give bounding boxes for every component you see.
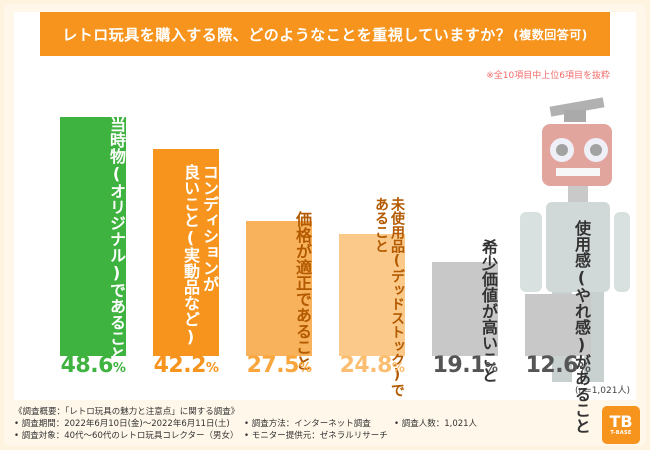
chart-title: レトロ玩具を購入する際、どのようなことを重視していますか？ (複数回答可) <box>40 12 610 56</box>
data-label-unit: % <box>391 361 405 376</box>
footer-method: • 調査方法：インターネット調査 <box>244 419 371 429</box>
footer-count: • 調査人数：1,021人 <box>394 419 478 429</box>
survey-footer: 《調査概要：「レトロ玩具の魅力と注意点」に関する調査》 • 調査期間：2022年… <box>14 406 594 442</box>
footer-target: • 調査対象：40代〜60代のレトロ玩具コレクター（男女） <box>14 431 239 441</box>
brand-logo: TB T-BASE <box>602 406 640 444</box>
bar-label: 希少価値が高いこと <box>479 239 498 383</box>
bar: 当時物(オリジナル)であること <box>60 115 126 362</box>
bar-label: 使用感(やれ感)があること <box>572 220 591 434</box>
bar: コンディションが 良いこと(実動品など) <box>153 149 219 356</box>
bar-label: 価格が適正であること <box>293 210 312 371</box>
data-label-number: 42.2 <box>153 353 207 378</box>
chart-note: ※全10項目中上位6項目を抜粋 <box>486 71 610 81</box>
data-label: 24.8% <box>327 353 417 378</box>
data-label: 27.5% <box>234 353 324 378</box>
data-label-unit: % <box>577 361 591 376</box>
chart-title-text: レトロ玩具を購入する際、どのようなことを重視していますか？ <box>62 25 512 44</box>
data-label-unit: % <box>484 361 498 376</box>
logo-word: T-BASE <box>610 430 632 436</box>
data-label-unit: % <box>298 361 312 376</box>
data-label-number: 27.5 <box>246 353 300 378</box>
bar-label: 未使用品(デッドストック)で あること <box>373 197 405 397</box>
bar: 未使用品(デッドストック)で あること <box>339 197 405 397</box>
data-label-unit: % <box>205 361 219 376</box>
footer-period: • 調査期間：2022年6月10日(金)〜2022年6月11日(土) <box>14 419 230 429</box>
bar: 希少価値が高いこと <box>432 239 498 383</box>
bar-label: コンディションが 良いこと(実動品など) <box>181 163 219 346</box>
data-label-number: 12.6 <box>525 353 579 378</box>
data-label: 12.6% <box>513 353 603 378</box>
footer-heading: 《調査概要：「レトロ玩具の魅力と注意点」に関する調査》 <box>14 407 240 417</box>
bar: 使用感(やれ感)があること <box>525 220 591 434</box>
data-label-number: 48.6 <box>60 353 114 378</box>
data-label: 48.6% <box>48 353 138 378</box>
bar: 価格が適正であること <box>246 210 312 371</box>
logo-mark: TB <box>609 412 633 431</box>
chart-title-suffix: (複数回答可) <box>513 27 588 42</box>
data-label: 19.1% <box>420 353 510 378</box>
data-label-unit: % <box>112 361 126 376</box>
footer-provider: • モニター提供元：ゼネラルリサーチ <box>244 431 388 441</box>
data-label-number: 19.1 <box>432 353 486 378</box>
sample-size: (n=1,021人) <box>574 386 630 396</box>
data-label: 42.2% <box>141 353 231 378</box>
bar-label: 当時物(オリジナル)であること <box>107 115 126 362</box>
data-label-number: 24.8 <box>339 353 393 378</box>
